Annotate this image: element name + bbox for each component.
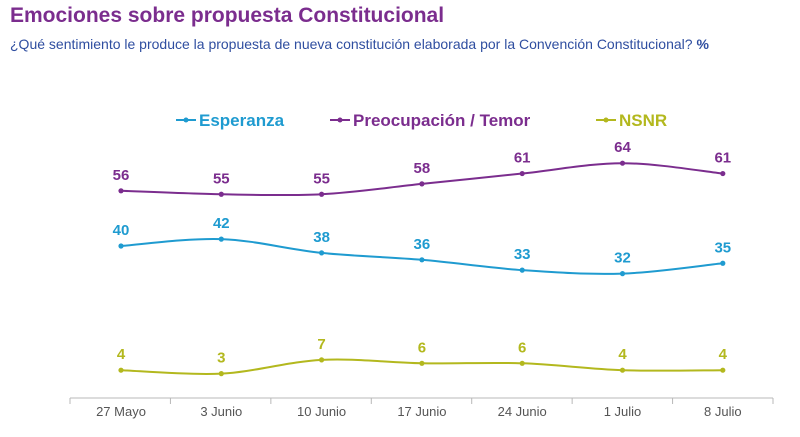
chart-subtitle: ¿Qué sentimiento le produce la propuesta… [10,36,709,52]
data-label-preocupacion-temor: 56 [113,167,130,184]
legend-item-nsnr: NSNR [619,111,667,130]
data-label-nsnr: 7 [317,336,325,353]
data-label-preocupacion-temor: 64 [614,139,631,156]
data-point-nsnr [218,371,224,377]
data-point-preocupacion-temor [319,191,325,197]
data-label-esperanza: 42 [213,215,230,232]
x-tick-label: 27 Mayo [96,404,146,419]
data-label-preocupacion-temor: 58 [414,160,431,177]
x-tick-label: 8 Julio [704,404,742,419]
x-tick-label: 1 Julio [604,404,642,419]
data-label-preocupacion-temor: 55 [313,170,330,187]
x-tick-label: 24 Junio [498,404,547,419]
data-point-esperanza [419,257,425,263]
data-point-preocupacion-temor [419,181,425,187]
data-label-esperanza: 40 [113,222,130,239]
legend-item-esperanza: Esperanza [199,111,285,130]
data-point-nsnr [619,367,626,373]
data-label-preocupacion-temor: 61 [514,150,531,167]
data-point-nsnr [118,367,124,373]
x-tick-label: 10 Junio [297,404,346,419]
data-point-preocupacion-temor [118,188,124,194]
data-point-esperanza [720,260,726,266]
data-point-nsnr [319,357,325,363]
data-label-esperanza: 33 [514,246,531,263]
data-point-nsnr [419,360,425,366]
data-label-preocupacion-temor: 55 [213,170,230,187]
data-label-nsnr: 3 [217,350,225,367]
data-point-esperanza [319,250,325,256]
data-label-esperanza: 32 [614,250,631,267]
data-point-esperanza [519,267,525,273]
data-label-nsnr: 4 [719,346,728,363]
data-label-nsnr: 4 [117,346,126,363]
data-label-esperanza: 38 [313,229,330,246]
subtitle-question: ¿Qué sentimiento le produce la propuesta… [10,36,693,52]
legend-swatch-marker [603,117,609,123]
data-point-preocupacion-temor [218,191,224,197]
data-point-preocupacion-temor [619,160,626,166]
data-point-preocupacion-temor [519,170,525,177]
data-point-nsnr [519,360,525,366]
data-label-nsnr: 6 [418,339,426,356]
data-point-nsnr [720,367,726,373]
legend-swatch-marker [183,117,189,123]
data-label-esperanza: 36 [414,236,431,253]
data-label-preocupacion-temor: 61 [714,150,731,167]
x-tick-label: 17 Junio [397,404,446,419]
data-point-preocupacion-temor [720,170,726,177]
legend-swatch-marker [337,117,343,123]
data-point-esperanza [218,236,224,242]
legend-item-preocupacion-temor: Preocupación / Temor [353,111,531,130]
data-point-esperanza [619,271,626,277]
x-tick-label: 3 Junio [200,404,242,419]
data-label-esperanza: 35 [714,239,731,256]
subtitle-unit: % [696,36,709,52]
chart-title: Emociones sobre propuesta Constitucional [10,4,445,27]
data-label-nsnr: 6 [518,339,526,356]
data-label-nsnr: 4 [618,346,627,363]
data-point-esperanza [118,243,124,249]
